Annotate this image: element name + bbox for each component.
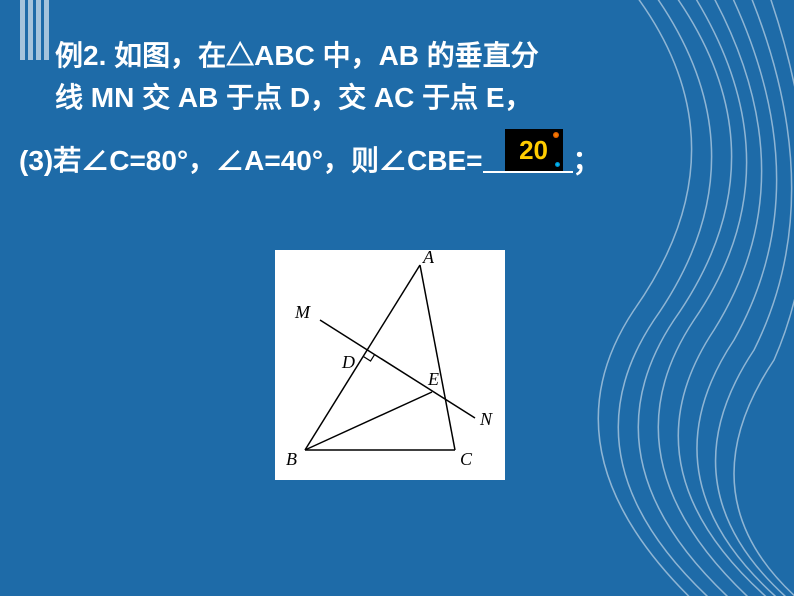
answer-value: 20: [519, 135, 548, 166]
decor-left-bars: [20, 0, 60, 60]
decor-bar: [44, 0, 49, 60]
answer-blank: 20: [483, 145, 573, 173]
decor-bar: [36, 0, 41, 60]
answer-box: 20: [505, 129, 563, 171]
svg-text:D: D: [341, 352, 355, 372]
geometry-diagram: A B C D E M N: [275, 250, 505, 480]
question-line: (3)若∠C=80°，∠A=40°，则∠CBE= 20 ；: [19, 139, 755, 179]
problem-line-1: 例2. 如图，在△ABC 中，AB 的垂直分: [55, 35, 755, 77]
svg-text:M: M: [294, 302, 311, 322]
question-prefix: (3)若∠C=80°，∠A=40°，则∠CBE=: [19, 139, 483, 179]
question-suffix: ；: [573, 139, 601, 179]
decor-bar: [20, 0, 25, 60]
svg-text:N: N: [479, 409, 493, 429]
svg-text:E: E: [427, 369, 439, 389]
svg-text:C: C: [460, 449, 473, 469]
decor-bar: [28, 0, 33, 60]
slide-content: 例2. 如图，在△ABC 中，AB 的垂直分 线 MN 交 AB 于点 D，交 …: [55, 35, 755, 179]
problem-line-2: 线 MN 交 AB 于点 D，交 AC 于点 E，: [55, 77, 755, 119]
svg-text:B: B: [286, 449, 297, 469]
diagram-svg: A B C D E M N: [275, 250, 505, 480]
svg-text:A: A: [422, 250, 435, 267]
